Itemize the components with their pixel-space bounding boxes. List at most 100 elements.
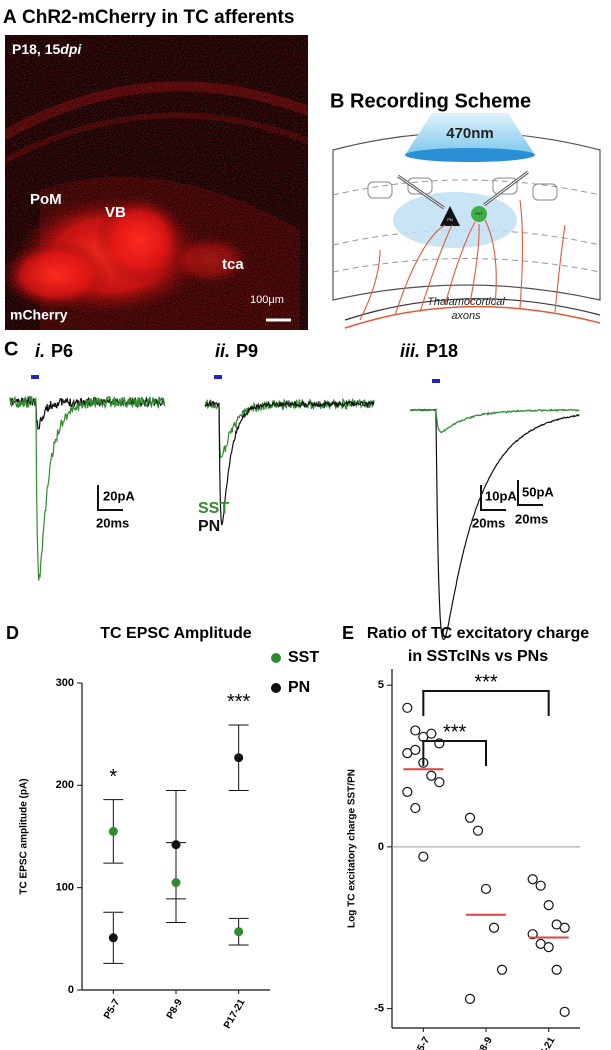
legend-label: SST [198,500,229,517]
x-tick-label: P8-9 [475,1035,495,1050]
electrode [397,175,445,209]
age-unit: dpi [60,41,82,57]
light-stimulus [432,379,440,383]
x-tick-label: P5-7 [102,997,122,1021]
y-tick-label: 5 [378,679,384,691]
current-trace [409,408,580,434]
panel-letter: E [342,623,354,643]
scale-bar-label: 100μm [250,294,284,306]
significance-label: * [109,766,117,788]
current-trace [204,397,375,460]
region-label: VB [105,204,126,221]
axon [469,223,480,304]
cell-outline [367,181,393,199]
data-point [488,922,500,933]
axon [484,219,497,306]
axon [444,221,476,306]
chart-title: Ratio of TC excitatory charge [367,625,589,642]
layer-boundary [332,179,601,196]
light-stimulus [214,375,222,379]
light-cone [405,113,535,155]
scale-bar-label: 20ms [515,511,548,526]
recording-scheme: 470nm PN SST Thalamocortical axons [332,113,601,329]
data-point [171,840,181,850]
light-wavelength: 470nm [446,125,494,142]
y-tick-label: 0 [378,841,384,853]
data-point [426,728,437,739]
recording-heading: ii. P9 [215,341,258,361]
data-point [410,744,421,755]
y-tick-label: -5 [374,1003,384,1015]
legend-label: PN [198,518,220,535]
micrograph [5,35,308,330]
region-label: PoM [30,191,62,208]
legend-label: PN [288,679,310,696]
panel-letter: D [6,623,19,643]
recording-heading: i. P6 [35,341,73,361]
significance-bracket [422,740,487,766]
data-point [543,899,554,911]
current-trace [204,399,375,526]
sst-cell [471,206,487,222]
cell-outline [532,183,558,201]
data-point [402,786,413,798]
age: P18, 15 [12,41,60,57]
x-tick-label: P17-21 [532,1035,558,1050]
data-point [418,851,429,862]
data-point [108,826,118,836]
data-point [559,922,570,933]
axon-label: Thalamocortical [427,296,505,308]
electrode [483,171,529,206]
scale-bar [97,485,123,511]
recording-age: P9 [236,341,258,361]
data-point [480,883,492,895]
current-trace [409,408,580,641]
data-point [535,880,546,891]
x-tick-label: P5-7 [412,1035,432,1050]
data-point [464,812,476,823]
light-spot [405,148,535,162]
data-point [234,753,244,763]
y-tick-label: 100 [56,882,74,894]
chart-title: in SSTcINs vs PNs [408,648,548,665]
y-tick-label: 200 [56,779,74,791]
pn-cell [440,206,460,226]
data-point [464,993,476,1004]
data-point [426,770,437,781]
axon [419,224,453,313]
significance-bracket [422,690,550,716]
data-point [527,874,538,885]
chart-title: TC EPSC Amplitude [100,625,252,642]
axon-bundle [344,305,601,329]
data-point [171,878,181,888]
axon [359,249,381,321]
scale-bar-label: 50pA [522,484,554,499]
x-tick-label: P8-9 [165,997,185,1021]
panel-title: ChR2-mCherry in TC afferents [22,7,294,28]
recording-numeral: iii. [400,341,420,361]
data-point [543,942,554,953]
significance-label: *** [474,671,498,693]
recording-heading: iii. P18 [400,341,458,361]
scale-bar-label: 20ms [96,515,129,530]
legend-label: SST [288,649,319,666]
scale-bar-label: 20pA [103,488,135,503]
data-point [108,933,118,943]
recording-numeral: ii. [215,341,230,361]
age-label: P18, 15dpi [12,41,82,57]
cell-label: SST [475,211,483,216]
light-stimulus [31,375,39,379]
white-matter-edge [344,298,601,321]
recording-age: P18 [426,341,458,361]
data-point [434,777,445,788]
y-axis-label: TC EPSC amplitude (pA) [19,778,30,894]
data-point [410,802,421,814]
data-point [551,964,562,975]
axon [554,224,566,313]
y-tick-label: 0 [68,984,74,996]
data-point [496,964,508,975]
data-point [234,927,244,937]
recording-numeral: i. [35,341,45,361]
